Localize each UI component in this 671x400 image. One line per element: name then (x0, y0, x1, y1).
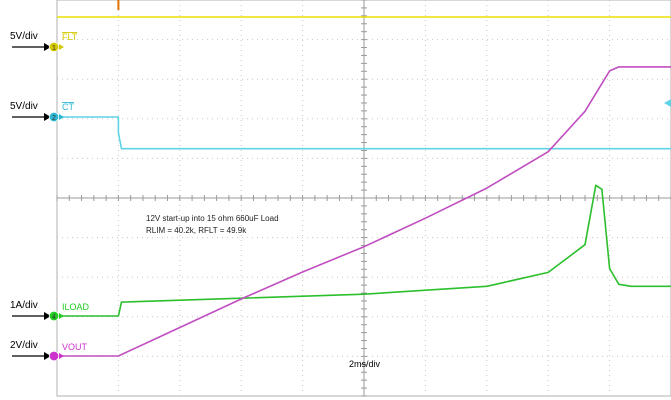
trace-vout (57, 66, 671, 357)
channel-arrow-flt (12, 43, 51, 51)
annotation-line-2: RLIM = 40.2k, RFLT = 49.9k (146, 226, 247, 235)
channel-markers: 5V/div 1 5V/div 2 1A/div 4 2V/div (10, 31, 671, 362)
scale-label-iload: 1A/div (10, 300, 38, 311)
traces (57, 16, 671, 357)
scale-label-flt: 5V/div (10, 31, 38, 42)
channel-arrow-ct (12, 113, 51, 121)
scale-label-vout: 2V/div (10, 340, 38, 351)
trace-ct (57, 116, 671, 150)
timebase-label: 2ms/div (349, 359, 381, 369)
channel-arrow-iload (12, 312, 51, 320)
annotation-line-1: 12V start-up into 15 ohm 660uF Load (146, 214, 279, 223)
channel-pointer-vout (59, 353, 64, 359)
trace-labels: FLT CT ILOAD VOUT (62, 32, 90, 352)
channel-number-ct: 2 (52, 115, 56, 122)
scale-label-ct: 5V/div (10, 101, 38, 112)
trace-label-flt: FLT (62, 32, 78, 42)
channel-arrow-vout (12, 352, 51, 360)
trace-label-vout: VOUT (62, 342, 88, 352)
channel-marker-ct (48, 111, 60, 123)
graticule (56, 0, 671, 397)
channel-pointer-flt (59, 44, 64, 50)
channel-pointer-ct (59, 114, 64, 120)
channel-marker-flt (48, 41, 60, 53)
channel-marker-vout (48, 350, 60, 362)
channel-number-flt: 1 (52, 45, 56, 52)
channel-offscreen-marker-ct (664, 99, 671, 107)
trace-iload (57, 184, 671, 317)
channel-marker-iload (48, 310, 60, 322)
channel-pointer-iload (59, 313, 64, 319)
trace-label-iload: ILOAD (62, 302, 90, 312)
channel-number-iload: 4 (52, 314, 56, 321)
trace-label-ct: CT (62, 102, 74, 112)
